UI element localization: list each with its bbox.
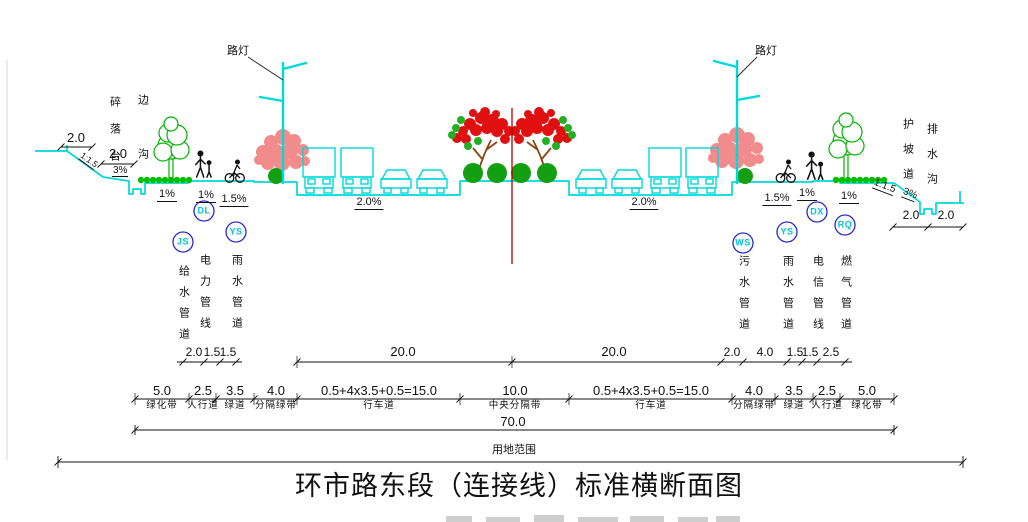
truck	[648, 147, 682, 194]
utility-circles	[172, 200, 856, 254]
bush-left	[268, 168, 284, 184]
street-lamp-label-left: 路灯	[227, 45, 249, 57]
cyclist-left	[224, 158, 245, 183]
median-bushes	[463, 163, 557, 183]
zone-label: 绿化带	[851, 400, 883, 411]
zone-label: 行车道	[635, 400, 667, 411]
slope-label: 1%	[196, 189, 216, 203]
zone-dim: 3.5	[784, 383, 804, 398]
slope-label: 1%	[839, 190, 859, 204]
pedestrians-right	[805, 150, 824, 181]
zone-label: 中央分隔带	[488, 400, 542, 411]
pipe-label-telecom: 电信管线	[811, 255, 824, 339]
shrub-row-right	[832, 176, 888, 184]
pipe-label-power: 电力管线	[198, 254, 211, 338]
zone-dim: 2.5	[817, 383, 837, 398]
slope-label: 1.5%	[219, 193, 249, 207]
right-berm-dim2: 2.0	[937, 208, 955, 222]
pipe-label-water-supply: 给水管道	[177, 265, 190, 349]
zone-label: 分隔绿带	[254, 400, 298, 411]
car	[416, 169, 448, 194]
utility-code-ys: YS	[229, 226, 243, 237]
utility-code-dl: DL	[197, 205, 211, 216]
slope-label: 2.0%	[629, 196, 659, 210]
car	[380, 169, 412, 194]
right-berm-label: 护坡道	[901, 118, 914, 193]
pipe-label-storm-left: 雨水管道	[230, 254, 243, 338]
utility-dim: 2.0	[185, 345, 203, 359]
cropped-text-artifact	[446, 515, 740, 522]
utility-code-ws: WS	[735, 237, 751, 248]
left-berm-dim: 2.0	[66, 130, 86, 145]
zone-label: 绿道	[783, 400, 805, 411]
span-dim-left: 20.0	[390, 344, 416, 359]
street-lamp-right	[712, 59, 761, 185]
right-berm-dim1: 2.0	[902, 208, 920, 222]
tree-green-left	[153, 116, 190, 183]
left-slope-pct: 3%	[112, 165, 129, 177]
street-lamp-left	[258, 61, 308, 185]
zone-label: 人行道	[811, 400, 843, 411]
pipe-label-gas: 燃气管道	[839, 255, 852, 339]
utility-code-rq: RQ	[837, 219, 853, 230]
zone-dim: 2.5	[193, 383, 213, 398]
pipe-label-sewage: 污水管道	[737, 255, 750, 339]
utility-code-dx: DX	[810, 206, 824, 217]
zone-dim: 10.0	[502, 383, 528, 398]
left-terrace-dim: 2.0	[108, 146, 128, 161]
slope-label: 1%	[797, 187, 817, 201]
zone-label: 分隔绿带	[732, 400, 776, 411]
zone-dim: 5.0	[857, 383, 877, 398]
median-trees	[448, 107, 576, 183]
total-width-dim: 70.0	[500, 414, 526, 429]
tree-green-right	[828, 112, 865, 183]
cyclist-right	[775, 158, 796, 183]
bush-right	[737, 168, 753, 184]
utility-dim: 2.0	[723, 345, 741, 359]
zone-label: 绿道	[224, 400, 246, 411]
truck	[340, 147, 374, 194]
pipe-label-storm-right: 雨水管道	[781, 255, 794, 339]
pedestrians-left	[194, 149, 213, 179]
truck	[302, 147, 336, 194]
car	[611, 169, 643, 194]
land-extent-label: 用地范围	[492, 444, 536, 456]
right-ditch-label: 排水沟	[925, 123, 938, 198]
utility-code-js: JS	[176, 236, 190, 247]
utility-dim: 4.0	[756, 345, 774, 359]
slope-label: 1.5%	[762, 192, 792, 206]
street-lamp-label-right: 路灯	[755, 45, 777, 57]
lamp-leader-lines	[247, 56, 758, 81]
zone-dim: 5.0	[152, 383, 172, 398]
slope-label: 2.0%	[354, 196, 384, 210]
left-terrace-label: 碎落台	[108, 96, 121, 177]
zone-dim: 4.0	[744, 383, 764, 398]
utility-dim: 2.5	[822, 345, 840, 359]
car	[575, 169, 607, 194]
zone-label: 行车道	[363, 400, 395, 411]
zone-label: 人行道	[187, 400, 219, 411]
drawing-title: 环市路东段（连接线）标准横断面图	[295, 471, 743, 501]
tree-pink-right	[708, 127, 764, 184]
zone-dim: 3.5	[225, 383, 245, 398]
zone-dim: 0.5+4x3.5+0.5=15.0	[592, 383, 710, 398]
utility-dim: 1.5	[219, 345, 237, 359]
utility-dim: 1.5	[203, 345, 221, 359]
utility-code-ys2: YS	[780, 226, 794, 237]
zone-dim: 4.0	[266, 383, 286, 398]
zone-dim: 0.5+4x3.5+0.5=15.0	[320, 383, 438, 398]
utility-dim: 1.5	[786, 345, 804, 359]
utility-dim: 1.5	[801, 345, 819, 359]
slope-label: 1%	[157, 188, 177, 202]
dimension-lines	[54, 143, 967, 468]
vehicles	[302, 147, 719, 194]
zone-label: 绿化带	[146, 400, 178, 411]
terrain-line	[35, 145, 964, 215]
span-dim-right: 20.0	[601, 344, 627, 359]
left-ditch-label: 边沟	[136, 94, 149, 202]
